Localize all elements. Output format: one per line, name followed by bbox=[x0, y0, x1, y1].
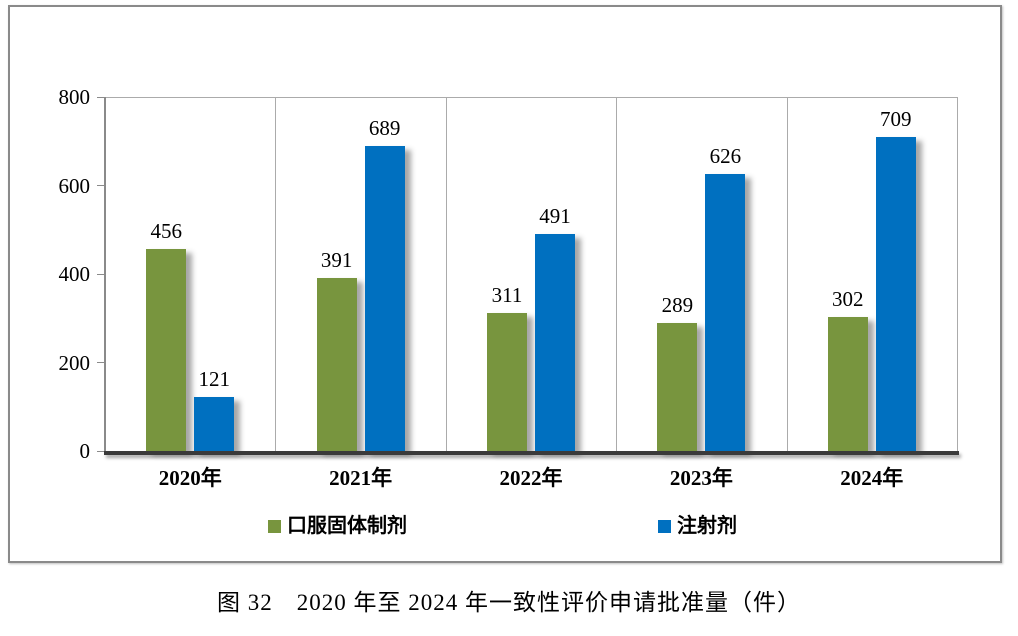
x-axis-category-label: 2020年 bbox=[158, 466, 222, 490]
bar-value-label: 391 bbox=[320, 247, 353, 272]
panel-divider bbox=[616, 97, 618, 451]
plot-right-border bbox=[957, 97, 958, 451]
legend-item-oral-solid: 口服固体制剂 bbox=[268, 515, 407, 537]
legend-swatch-icon bbox=[268, 519, 281, 533]
y-axis-tick-label: 0 bbox=[79, 439, 91, 463]
bar-injection bbox=[875, 137, 916, 451]
bar-value-label: 302 bbox=[832, 287, 864, 312]
x-axis-category-label: 2022年 bbox=[499, 466, 563, 490]
plot-top-border bbox=[105, 97, 957, 98]
bar-value-label: 121 bbox=[198, 367, 230, 392]
bar-oral-solid bbox=[657, 323, 698, 451]
x-axis-category-label: 2021年 bbox=[329, 466, 393, 490]
bar-value-label: 709 bbox=[880, 107, 912, 132]
y-axis-tick bbox=[97, 362, 105, 363]
bar-injection bbox=[364, 146, 405, 451]
y-axis-tick-label: 600 bbox=[58, 173, 91, 198]
bar-oral-solid bbox=[316, 277, 357, 451]
legend-item-label: 口服固体制剂 bbox=[287, 515, 407, 537]
y-axis-line bbox=[104, 97, 106, 451]
y-axis-tick-label: 200 bbox=[58, 350, 91, 375]
legend-swatch-icon bbox=[658, 519, 671, 533]
figure-caption: 图 32 2020 年至 2024 年一致性评价申请批准量（件） bbox=[217, 590, 801, 615]
panel-divider bbox=[275, 97, 277, 451]
bar-injection bbox=[194, 397, 235, 451]
y-axis-tick bbox=[97, 185, 105, 186]
chart-figure: 口服固体制剂 注射剂 0 200 400 600 800 456 391 311 289 302 12… bbox=[8, 5, 1002, 563]
bar-oral-solid bbox=[827, 317, 868, 451]
y-axis-tick-label: 800 bbox=[58, 85, 91, 109]
bar-oral-solid bbox=[487, 313, 527, 451]
y-axis-tick-label: 400 bbox=[58, 262, 91, 286]
bar-value-label: 311 bbox=[491, 283, 523, 308]
panel-divider bbox=[786, 97, 788, 451]
bar-injection bbox=[535, 233, 575, 451]
bar-value-label: 289 bbox=[661, 293, 694, 318]
x-axis-line bbox=[104, 451, 959, 455]
panel-divider bbox=[445, 97, 447, 451]
x-axis-category-label: 2023年 bbox=[669, 466, 733, 490]
bar-oral-solid bbox=[146, 249, 187, 451]
bar-injection bbox=[705, 173, 746, 451]
bar-value-label: 456 bbox=[150, 219, 182, 244]
legend-item-injection: 注射剂 bbox=[658, 515, 737, 537]
y-axis-tick bbox=[97, 96, 105, 98]
y-axis-tick bbox=[97, 273, 105, 275]
bar-value-label: 491 bbox=[539, 203, 571, 228]
legend-item-label: 注射剂 bbox=[677, 515, 737, 537]
x-axis-category-label: 2024年 bbox=[840, 466, 904, 490]
bar-value-label: 626 bbox=[709, 143, 742, 168]
bar-value-label: 689 bbox=[368, 116, 401, 141]
y-axis-tick bbox=[97, 450, 105, 452]
